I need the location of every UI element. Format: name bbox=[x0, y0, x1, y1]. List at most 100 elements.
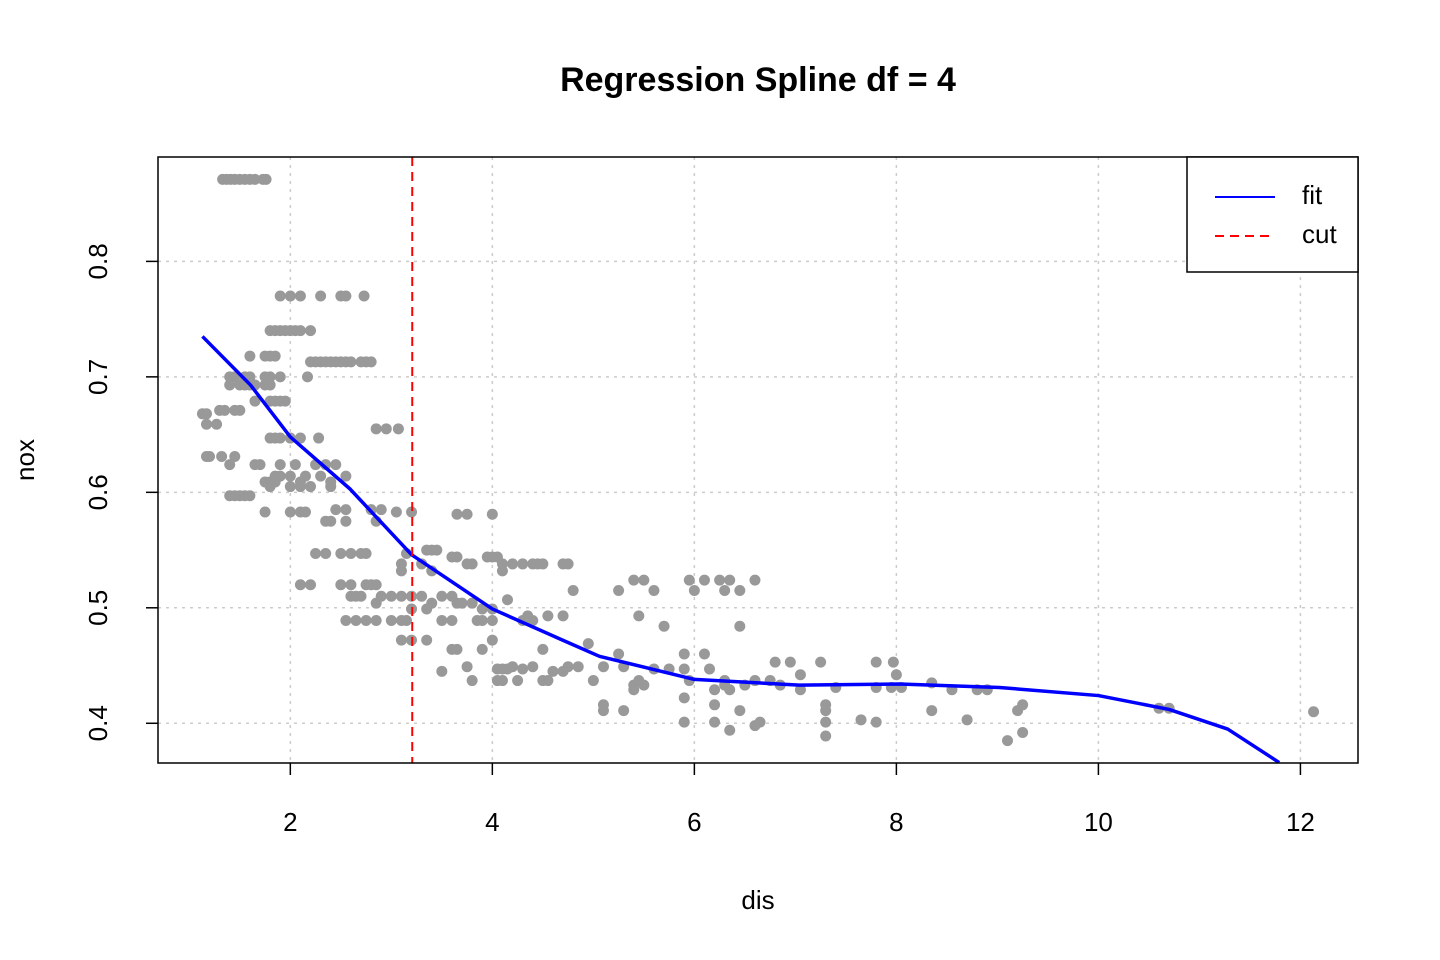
point bbox=[446, 615, 458, 627]
point bbox=[537, 643, 549, 655]
point bbox=[294, 325, 306, 337]
chart-title: Regression Spline df = 4 bbox=[560, 61, 956, 99]
point bbox=[557, 610, 569, 622]
point bbox=[562, 558, 574, 570]
point bbox=[269, 350, 281, 362]
point bbox=[597, 705, 609, 717]
point bbox=[517, 663, 529, 675]
point bbox=[294, 432, 306, 444]
point bbox=[365, 356, 377, 368]
point bbox=[461, 508, 473, 520]
point bbox=[638, 574, 650, 586]
point bbox=[294, 290, 306, 302]
point bbox=[340, 504, 352, 516]
point bbox=[431, 544, 443, 556]
point bbox=[633, 610, 645, 622]
point bbox=[537, 558, 549, 570]
points bbox=[196, 173, 1320, 747]
point bbox=[870, 656, 882, 668]
point bbox=[289, 459, 301, 471]
point bbox=[315, 290, 327, 302]
point bbox=[305, 481, 317, 493]
point bbox=[486, 615, 498, 627]
point bbox=[305, 579, 317, 591]
point bbox=[320, 548, 332, 560]
point bbox=[274, 432, 286, 444]
point bbox=[734, 584, 746, 596]
point bbox=[512, 675, 524, 687]
y-tick-label: 0.4 bbox=[83, 705, 113, 741]
point bbox=[698, 648, 710, 660]
point bbox=[284, 481, 296, 493]
point bbox=[436, 590, 448, 602]
point bbox=[340, 470, 352, 482]
point bbox=[330, 459, 342, 471]
point bbox=[305, 325, 317, 337]
fit-line bbox=[201, 335, 1281, 763]
point bbox=[358, 290, 370, 302]
point bbox=[392, 423, 404, 435]
point bbox=[284, 506, 296, 518]
point bbox=[345, 579, 357, 591]
point bbox=[451, 508, 463, 520]
y-tick-label: 0.7 bbox=[83, 359, 113, 395]
point bbox=[395, 634, 407, 646]
point bbox=[597, 661, 609, 673]
point bbox=[216, 451, 228, 463]
point bbox=[360, 615, 372, 627]
point bbox=[501, 663, 513, 675]
point bbox=[628, 574, 640, 586]
point bbox=[719, 584, 731, 596]
point bbox=[724, 574, 736, 586]
point bbox=[704, 663, 716, 675]
point bbox=[294, 579, 306, 591]
point bbox=[330, 504, 342, 516]
point bbox=[259, 506, 271, 518]
axes: 2 4 6 8 10 12 0.4 0.5 0.6 0.7 0.8 bbox=[83, 243, 1315, 837]
legend: fit cut bbox=[1186, 156, 1359, 273]
point bbox=[249, 173, 261, 185]
point bbox=[390, 506, 402, 518]
point bbox=[375, 504, 387, 516]
y-tick-label: 0.5 bbox=[83, 590, 113, 626]
point bbox=[385, 590, 397, 602]
point bbox=[244, 490, 256, 502]
point bbox=[724, 724, 736, 736]
point bbox=[313, 432, 325, 444]
point bbox=[496, 675, 508, 687]
point bbox=[486, 508, 498, 520]
point bbox=[648, 584, 660, 596]
point bbox=[335, 548, 347, 560]
point bbox=[678, 716, 690, 728]
point bbox=[784, 656, 796, 668]
point bbox=[628, 684, 640, 696]
point bbox=[284, 470, 296, 482]
point bbox=[749, 574, 761, 586]
point bbox=[400, 615, 412, 627]
point bbox=[254, 459, 266, 471]
point bbox=[294, 481, 306, 493]
point bbox=[567, 584, 579, 596]
plot-frame bbox=[157, 156, 1359, 764]
point bbox=[325, 481, 337, 493]
point bbox=[350, 615, 362, 627]
point bbox=[698, 574, 710, 586]
point bbox=[204, 451, 216, 463]
y-tick-label: 0.6 bbox=[83, 474, 113, 510]
x-tick-label: 8 bbox=[889, 807, 903, 837]
point bbox=[224, 459, 236, 471]
legend-box bbox=[1186, 156, 1359, 273]
point bbox=[1308, 706, 1320, 718]
point bbox=[582, 638, 594, 650]
point bbox=[527, 661, 539, 673]
point bbox=[451, 551, 463, 563]
point bbox=[507, 558, 519, 570]
point bbox=[395, 590, 407, 602]
point bbox=[678, 648, 690, 660]
x-tick-label: 4 bbox=[485, 807, 499, 837]
legend-label: fit bbox=[1302, 180, 1323, 210]
point bbox=[961, 714, 973, 726]
point bbox=[587, 675, 599, 687]
point bbox=[264, 481, 276, 493]
point bbox=[406, 506, 418, 518]
